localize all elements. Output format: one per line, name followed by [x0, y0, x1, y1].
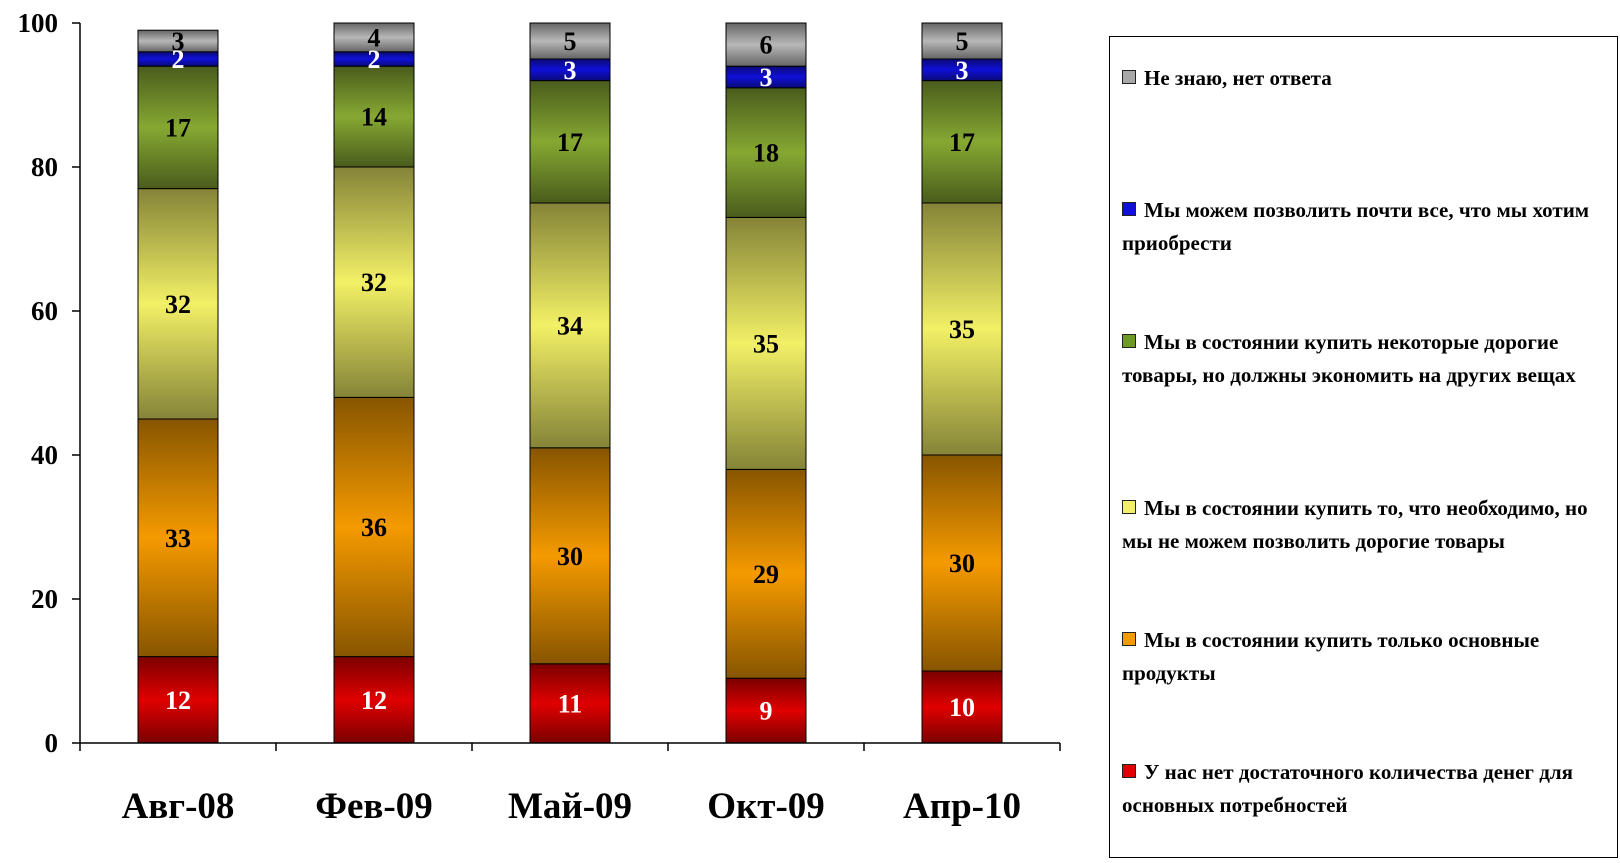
legend-item: Мы в состоянии купить только основные пр…	[1122, 624, 1612, 690]
bar-segment	[921, 670, 1003, 744]
x-tick-label: Авг-08	[122, 786, 235, 827]
bar-segment	[333, 656, 415, 744]
legend-label: Не знаю, нет ответа	[1144, 66, 1332, 90]
legend-label: Мы в состоянии купить некоторые дорогие …	[1122, 330, 1576, 387]
bar-segment	[333, 22, 415, 53]
bar-segment	[725, 87, 807, 218]
legend-swatch	[1122, 764, 1136, 778]
axes-layer: Авг-08 Фев-09 Май-09 Окт-09 Апр-10 0 20 40 60 80 1…	[18, 8, 1061, 827]
bar-segment	[137, 656, 219, 744]
data-label: 17	[949, 128, 975, 157]
legend-item: Мы в состоянии купить некоторые дорогие …	[1122, 326, 1612, 392]
x-tick-label: Апр-10	[903, 786, 1021, 827]
data-label: 29	[753, 560, 779, 589]
x-tick-label: Май-09	[508, 786, 632, 827]
bar-segment	[921, 22, 1003, 60]
data-label: 30	[557, 542, 583, 571]
data-label: 34	[557, 311, 583, 340]
data-label: 2	[172, 45, 185, 74]
data-label: 3	[956, 56, 969, 85]
data-label: 33	[165, 524, 191, 553]
data-label: 17	[165, 113, 191, 142]
legend-item: Мы можем позволить почти все, что мы хот…	[1122, 194, 1612, 260]
data-label: 36	[361, 513, 387, 542]
data-label: 17	[557, 128, 583, 157]
data-label: 35	[949, 315, 975, 344]
y-tick-label: 100	[18, 8, 59, 38]
legend-label: Мы можем позволить почти все, что мы хот…	[1122, 198, 1590, 255]
data-label: 5	[564, 27, 577, 56]
data-label: 35	[753, 329, 779, 358]
data-label: 18	[753, 139, 779, 168]
bar-segment	[137, 65, 219, 190]
data-label: 14	[361, 103, 387, 132]
data-label: 4	[368, 23, 381, 52]
bar-segment	[137, 29, 219, 53]
bar-segment	[529, 663, 611, 744]
data-label: 11	[558, 689, 583, 718]
bar-segment	[921, 454, 1003, 672]
data-label: 12	[165, 686, 191, 715]
legend-item: Мы в состоянии купить то, что необходимо…	[1122, 492, 1612, 558]
legend-swatch	[1122, 334, 1136, 348]
legend-swatch	[1122, 500, 1136, 514]
legend-item: У нас нет достаточного количества денег …	[1122, 756, 1612, 822]
y-tick-label: 80	[31, 152, 58, 182]
data-label: 3	[564, 56, 577, 85]
x-tick-label: Окт-09	[707, 786, 825, 827]
data-label: 30	[949, 549, 975, 578]
data-label: 10	[949, 693, 975, 722]
bar-segment	[725, 216, 807, 470]
bar-segment	[137, 418, 219, 658]
bar-segment	[921, 80, 1003, 204]
data-label: 6	[760, 31, 773, 60]
bar-segment	[921, 202, 1003, 456]
data-label: 3	[172, 27, 185, 56]
legend-label: Мы в состоянии купить только основные пр…	[1122, 628, 1540, 685]
legend-item: Не знаю, нет ответа	[1122, 62, 1612, 95]
data-label: 12	[361, 686, 387, 715]
bars-layer	[137, 22, 1003, 744]
legend: Не знаю, нет ответа Мы можем позволить п…	[1109, 36, 1618, 858]
data-label: 5	[956, 27, 969, 56]
bar-segment	[529, 80, 611, 204]
legend-swatch	[1122, 632, 1136, 646]
bar-segment	[333, 396, 415, 658]
legend-label: У нас нет достаточного количества денег …	[1122, 760, 1573, 817]
legend-label: Мы в состоянии купить то, что необходимо…	[1122, 496, 1588, 553]
data-label: 32	[361, 268, 387, 297]
bar-segment	[725, 22, 807, 67]
bar-segment	[725, 468, 807, 679]
x-tick-label: Фев-09	[315, 786, 433, 827]
data-label: 9	[760, 697, 773, 726]
bar-segment	[333, 65, 415, 168]
data-label: 3	[760, 63, 773, 92]
bar-segment	[529, 22, 611, 60]
labels-layer: 1233321723123632142411303417359293518361…	[165, 23, 975, 725]
y-tick-label: 60	[31, 296, 58, 326]
legend-swatch	[1122, 70, 1136, 84]
y-tick-label: 0	[45, 728, 59, 758]
y-tick-label: 20	[31, 584, 58, 614]
y-tick-label: 40	[31, 440, 58, 470]
bar-segment	[333, 166, 415, 398]
data-label: 32	[165, 290, 191, 319]
bar-segment	[529, 202, 611, 449]
legend-swatch	[1122, 202, 1136, 216]
data-label: 2	[368, 45, 381, 74]
